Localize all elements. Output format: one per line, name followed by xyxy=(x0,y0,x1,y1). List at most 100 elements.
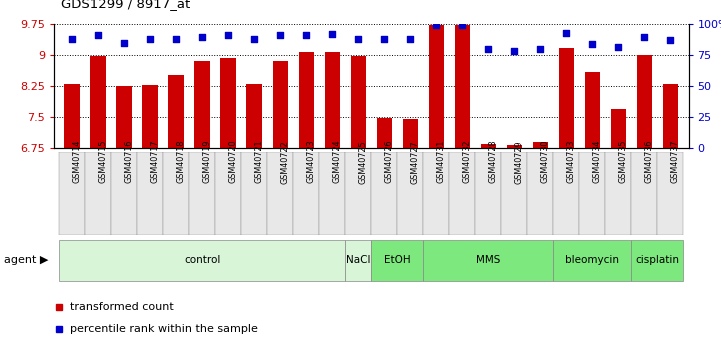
Bar xyxy=(454,25,470,148)
Bar xyxy=(293,152,319,235)
Bar xyxy=(371,240,423,281)
Bar xyxy=(559,48,574,148)
Text: GSM40728: GSM40728 xyxy=(488,140,497,184)
Bar xyxy=(371,152,397,235)
Text: percentile rank within the sample: percentile rank within the sample xyxy=(70,324,257,334)
Point xyxy=(456,23,468,28)
Bar xyxy=(137,152,163,235)
Bar xyxy=(585,72,600,148)
Text: control: control xyxy=(184,256,221,265)
Bar xyxy=(428,25,444,148)
Point xyxy=(665,38,676,43)
Text: GSM40727: GSM40727 xyxy=(410,140,420,184)
Point xyxy=(560,30,572,36)
Point xyxy=(639,34,650,39)
Point xyxy=(613,44,624,49)
Bar xyxy=(658,152,684,235)
Text: GSM40717: GSM40717 xyxy=(150,140,159,184)
Bar xyxy=(449,152,475,235)
Bar xyxy=(59,240,345,281)
Text: GSM40734: GSM40734 xyxy=(593,140,601,184)
Bar xyxy=(632,152,658,235)
Bar xyxy=(221,58,236,148)
Point xyxy=(430,23,442,28)
Text: GSM40719: GSM40719 xyxy=(203,140,211,184)
Point xyxy=(404,36,416,42)
Point xyxy=(482,46,494,52)
Text: GSM40735: GSM40735 xyxy=(619,140,627,184)
Bar xyxy=(267,152,293,235)
Bar xyxy=(345,152,371,235)
Bar xyxy=(580,152,606,235)
Text: cisplatin: cisplatin xyxy=(635,256,679,265)
Bar xyxy=(423,240,553,281)
Text: GSM40722: GSM40722 xyxy=(280,140,289,184)
Point xyxy=(327,31,338,37)
Text: GSM40721: GSM40721 xyxy=(255,140,263,184)
Point xyxy=(144,36,156,42)
Bar xyxy=(527,152,553,235)
Text: GSM40732: GSM40732 xyxy=(462,140,472,184)
Bar xyxy=(64,84,80,148)
Point xyxy=(534,46,546,52)
Point xyxy=(249,36,260,42)
Bar xyxy=(85,152,111,235)
Bar xyxy=(663,84,678,148)
Text: GSM40718: GSM40718 xyxy=(177,140,185,184)
Text: GSM40729: GSM40729 xyxy=(514,140,523,184)
Bar xyxy=(242,152,267,235)
Bar xyxy=(298,52,314,148)
Bar xyxy=(507,146,522,148)
Text: GDS1299 / 8917_at: GDS1299 / 8917_at xyxy=(61,0,190,10)
Bar xyxy=(216,152,242,235)
Bar xyxy=(143,85,158,148)
Bar xyxy=(480,144,496,148)
Point xyxy=(275,32,286,38)
Bar xyxy=(190,152,216,235)
Point xyxy=(353,36,364,42)
Text: GSM40716: GSM40716 xyxy=(124,140,133,184)
Bar xyxy=(632,240,684,281)
Bar xyxy=(402,119,418,148)
Text: EtOH: EtOH xyxy=(384,256,411,265)
Bar xyxy=(611,109,626,148)
Bar xyxy=(553,152,580,235)
Bar xyxy=(195,61,210,148)
Text: MMS: MMS xyxy=(476,256,500,265)
Bar xyxy=(350,57,366,148)
Bar xyxy=(637,55,653,148)
Bar xyxy=(397,152,423,235)
Text: agent ▶: agent ▶ xyxy=(4,256,48,265)
Bar xyxy=(606,152,632,235)
Text: GSM40725: GSM40725 xyxy=(358,140,367,184)
Text: GSM40737: GSM40737 xyxy=(671,140,679,184)
Point xyxy=(197,34,208,39)
Bar xyxy=(324,52,340,148)
Point xyxy=(379,36,390,42)
Bar xyxy=(273,61,288,148)
Text: GSM40723: GSM40723 xyxy=(306,140,315,184)
Point xyxy=(301,32,312,38)
Bar xyxy=(423,152,449,235)
Bar xyxy=(501,152,527,235)
Text: bleomycin: bleomycin xyxy=(565,256,619,265)
Point xyxy=(587,41,598,47)
Bar xyxy=(90,57,106,148)
Bar xyxy=(533,142,548,148)
Bar xyxy=(169,75,184,148)
Bar xyxy=(553,240,632,281)
Point xyxy=(223,32,234,38)
Bar xyxy=(319,152,345,235)
Bar xyxy=(247,84,262,148)
Text: transformed count: transformed count xyxy=(70,302,174,312)
Text: GSM40730: GSM40730 xyxy=(540,140,549,184)
Bar xyxy=(111,152,137,235)
Bar xyxy=(117,86,132,148)
Text: GSM40726: GSM40726 xyxy=(384,140,394,184)
Bar xyxy=(59,152,85,235)
Point xyxy=(92,32,104,38)
Point xyxy=(508,49,520,54)
Bar xyxy=(376,118,392,148)
Text: GSM40720: GSM40720 xyxy=(229,140,237,184)
Text: GSM40733: GSM40733 xyxy=(566,140,575,184)
